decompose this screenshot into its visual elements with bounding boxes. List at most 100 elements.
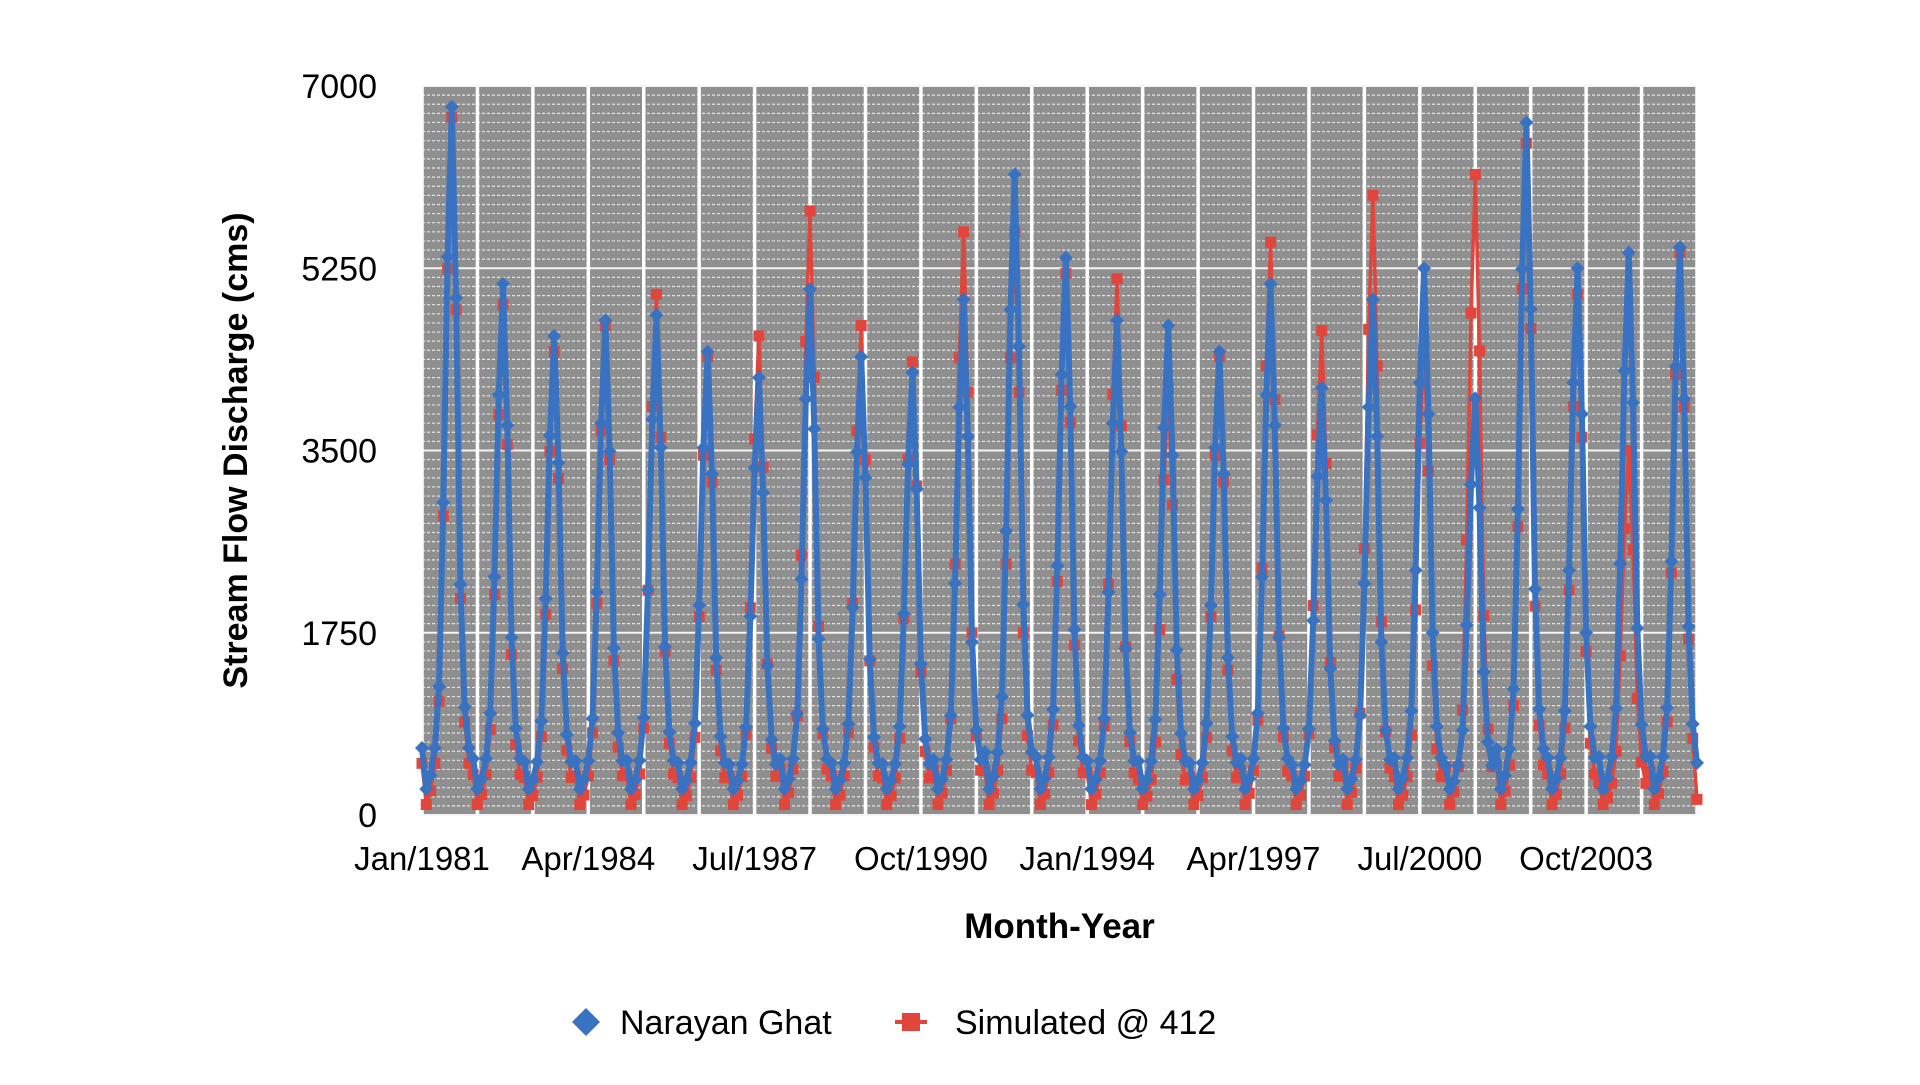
data-point (1063, 399, 1078, 414)
data-point (982, 781, 997, 796)
data-point (948, 576, 963, 591)
data-point (1523, 302, 1538, 317)
data-point (480, 769, 492, 781)
data-point (1101, 585, 1116, 600)
data-point (1363, 323, 1375, 335)
data-point (471, 799, 483, 811)
data-point (794, 572, 809, 587)
data-point (1550, 788, 1562, 800)
legend-diamond-icon (572, 1008, 600, 1036)
data-point (1495, 799, 1507, 811)
data-point (913, 656, 928, 671)
data-point (1455, 723, 1470, 738)
data-point (598, 313, 613, 328)
data-point (700, 344, 715, 359)
y-tick-label: 5250 (301, 250, 377, 288)
data-point (687, 716, 702, 731)
data-point (419, 781, 434, 796)
data-point (756, 485, 771, 500)
data-point (777, 781, 792, 796)
data-point (764, 732, 779, 747)
x-axis-title: Month-Year (964, 907, 1155, 946)
data-point (1672, 240, 1687, 255)
data-point (952, 400, 967, 415)
data-point (1668, 359, 1683, 374)
data-point (1664, 554, 1679, 569)
data-point (1230, 772, 1242, 784)
data-point (709, 650, 724, 665)
data-point (1647, 781, 1662, 796)
data-point (1417, 261, 1432, 276)
data-point (722, 757, 737, 772)
data-point (692, 598, 707, 613)
data-point (807, 422, 822, 437)
x-tick-label: Apr/1984 (521, 840, 655, 877)
data-point (1502, 741, 1517, 756)
data-point (508, 721, 523, 736)
data-point (1128, 767, 1140, 779)
data-point (841, 717, 856, 732)
data-point (885, 790, 897, 802)
data-point (1242, 771, 1257, 786)
data-point (578, 789, 590, 801)
data-point (773, 751, 788, 766)
data-point (1431, 743, 1443, 755)
x-tick-label: Jan/1994 (1019, 840, 1155, 877)
data-point (1169, 642, 1184, 657)
data-point (909, 482, 924, 497)
data-point (453, 577, 468, 592)
data-point (730, 773, 745, 788)
data-point (1469, 169, 1481, 181)
data-point (1489, 741, 1504, 756)
data-point (1058, 250, 1073, 265)
data-point (1043, 767, 1055, 779)
data-point (1105, 416, 1120, 431)
data-point (1421, 407, 1436, 422)
data-point (849, 444, 864, 459)
data-point (1192, 790, 1204, 802)
data-point (517, 754, 532, 769)
y-tick-label: 0 (358, 797, 377, 835)
data-point (1276, 721, 1291, 736)
data-point (487, 569, 502, 584)
data-point (1546, 799, 1558, 811)
data-point (470, 781, 485, 796)
data-point (1465, 307, 1477, 319)
data-point (585, 711, 600, 726)
data-point (444, 99, 459, 114)
series-layer (415, 99, 1704, 811)
data-point (1340, 781, 1355, 796)
data-point (713, 729, 728, 744)
data-point (1341, 799, 1353, 811)
data-point (888, 756, 903, 771)
data-point (896, 607, 911, 622)
data-point (1425, 625, 1440, 640)
data-point (1294, 789, 1306, 801)
data-point (670, 755, 685, 770)
data-point (649, 308, 664, 323)
data-point (743, 609, 758, 624)
data-point (1267, 418, 1282, 433)
data-point (1631, 692, 1643, 704)
data-point (1250, 706, 1265, 721)
data-point (704, 467, 719, 482)
data-point (1093, 753, 1108, 768)
data-point (785, 751, 800, 766)
data-point (1255, 569, 1270, 584)
data-point (1610, 745, 1622, 757)
data-point (739, 720, 754, 735)
legend-item-simulated: Simulated @ 412 (895, 1004, 1216, 1042)
data-point (1316, 325, 1328, 337)
data-point (491, 387, 506, 402)
data-point (1540, 750, 1555, 765)
data-point (636, 710, 651, 725)
data-point (939, 752, 954, 767)
data-point (1003, 302, 1018, 317)
data-point (658, 639, 673, 654)
y-tick-label: 3500 (301, 433, 377, 471)
data-point (1088, 772, 1103, 787)
data-point (734, 757, 749, 772)
data-point (956, 292, 971, 307)
data-point (1144, 754, 1159, 769)
data-point (1506, 681, 1521, 696)
